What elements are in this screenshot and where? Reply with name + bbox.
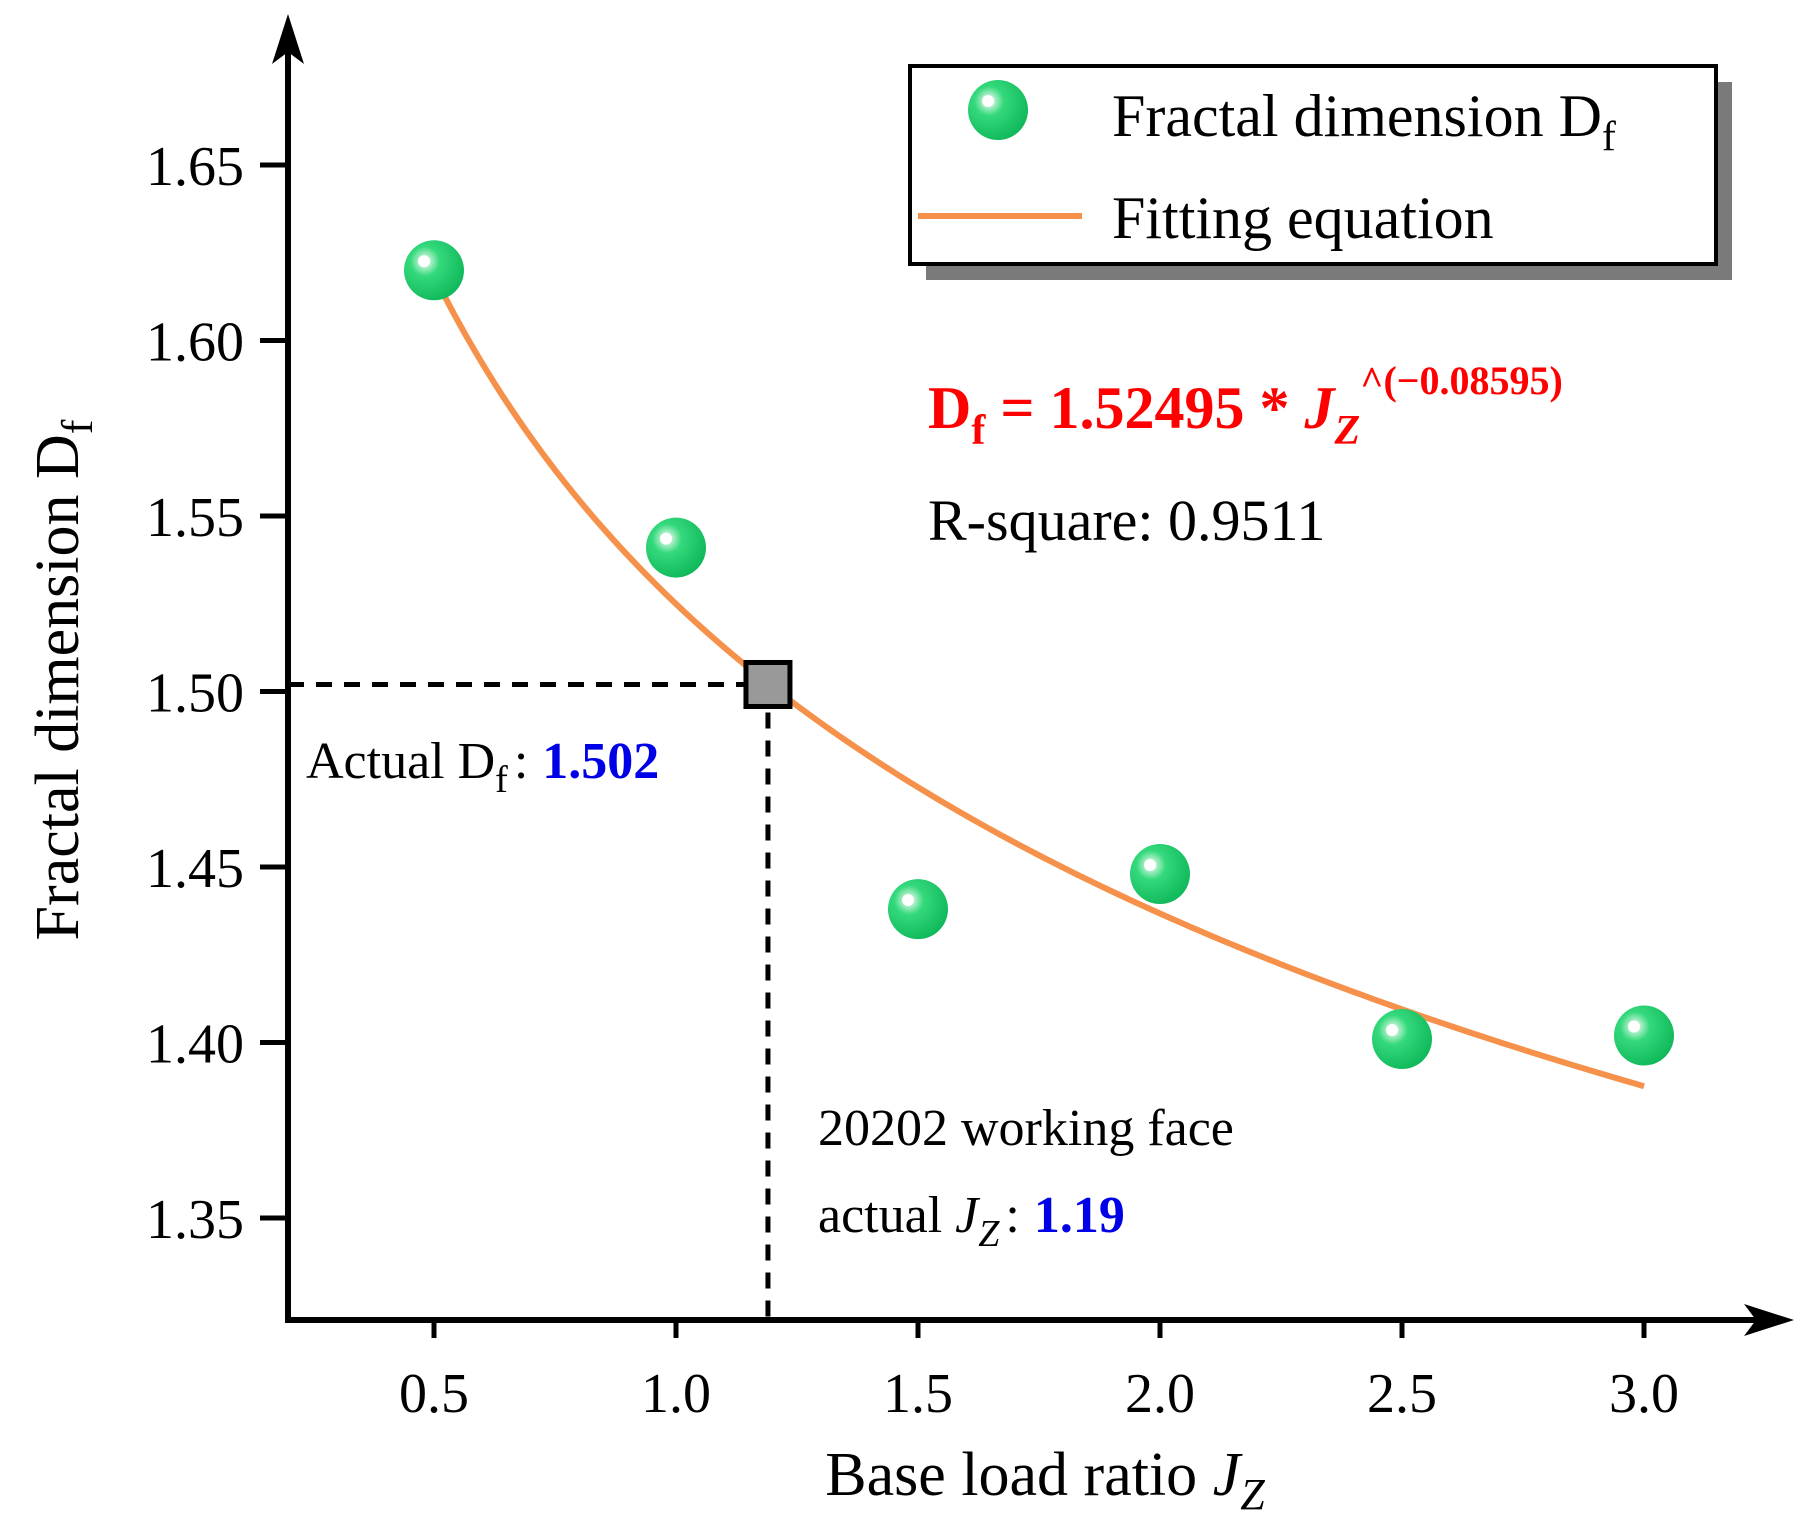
data-point — [1614, 1005, 1674, 1066]
data-point-highlight — [660, 532, 672, 545]
legend: Fractal dimension Df Fitting equation — [908, 64, 1732, 280]
data-point-marker — [1614, 1005, 1674, 1066]
highlight-marker — [743, 659, 793, 709]
legend-line-label: Fitting equation — [1112, 185, 1494, 251]
y-tick-label: 1.40 — [146, 1014, 244, 1076]
data-point-marker — [404, 240, 464, 301]
y-tick-label: 1.50 — [146, 663, 244, 725]
working-face-line1: 20202 working face — [818, 1100, 1234, 1157]
data-point-highlight — [902, 894, 914, 907]
x-tick-label: 1.5 — [883, 1363, 953, 1425]
data-point-highlight — [418, 255, 430, 268]
y-ticks: 1.35 1.40 1.45 1.50 1.55 1.60 1.65 — [146, 136, 288, 1251]
fit-curve — [431, 273, 1645, 1090]
data-point — [888, 879, 948, 940]
data-point-highlight — [1628, 1020, 1640, 1033]
data-point — [1372, 1008, 1432, 1069]
x-tick-label: 3.0 — [1609, 1363, 1679, 1425]
y-tick-label: 1.55 — [146, 487, 244, 549]
data-point-highlight — [1386, 1023, 1398, 1036]
y-axis-arrow — [272, 14, 304, 64]
axes — [272, 14, 1794, 1336]
x-axis-title: Base load ratio JZ — [825, 1441, 1265, 1519]
y-axis-title: Fractal dimension Df — [24, 419, 102, 940]
y-tick-label: 1.65 — [146, 136, 244, 198]
guide-lines — [288, 681, 771, 1320]
data-point — [646, 517, 706, 578]
data-point — [404, 240, 464, 301]
scatter-points — [404, 240, 1674, 1069]
fit-equation: Df = 1.52495 * JZ^(−0.08595) — [928, 358, 1563, 454]
y-tick-label: 1.60 — [146, 312, 244, 374]
actual-df-annotation: Actual Df:1.502 — [306, 733, 659, 801]
data-point — [1130, 844, 1190, 905]
x-tick-label: 2.5 — [1367, 1363, 1437, 1425]
legend-box — [908, 64, 1718, 266]
legend-scatter-marker — [968, 80, 1028, 140]
y-tick-label: 1.35 — [146, 1189, 244, 1251]
x-tick-label: 1.0 — [641, 1363, 711, 1425]
r-square: R-square: 0.9511 — [928, 488, 1325, 553]
data-point-highlight — [1144, 859, 1156, 872]
working-face-line2: actual JZ:1.19 — [818, 1187, 1125, 1255]
data-point-marker — [1372, 1008, 1432, 1069]
data-point-marker — [1130, 844, 1190, 905]
x-axis-arrow — [1744, 1304, 1794, 1336]
data-point-marker — [888, 879, 948, 940]
legend-scatter-highlight — [982, 95, 994, 107]
data-point-marker — [646, 517, 706, 578]
x-tick-label: 2.0 — [1125, 1363, 1195, 1425]
legend-scatter-label: Fractal dimension Df — [1112, 83, 1616, 160]
x-tick-label: 0.5 — [399, 1363, 469, 1425]
x-ticks: 0.5 1.0 1.5 2.0 2.5 3.0 — [399, 1320, 1679, 1425]
y-tick-label: 1.45 — [146, 838, 244, 900]
